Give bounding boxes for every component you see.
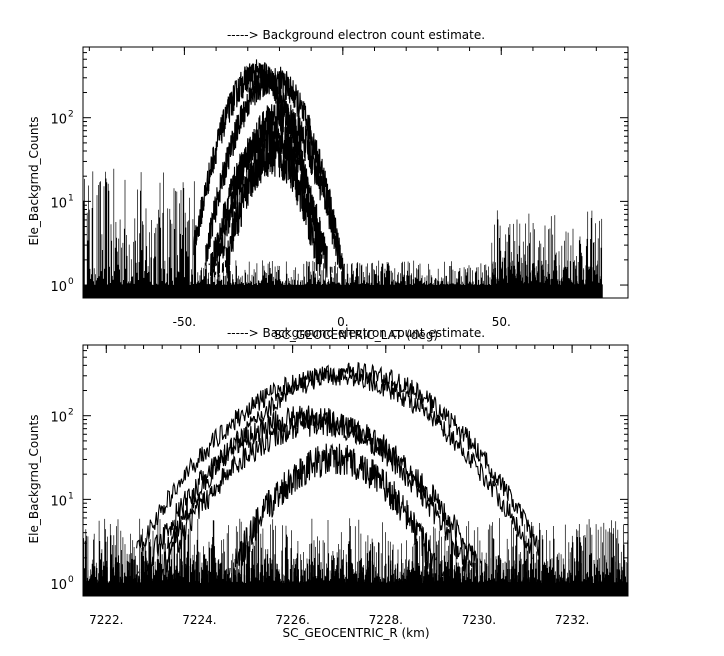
- x-tick-label: 7222.: [89, 613, 123, 627]
- series-line-4: [228, 443, 444, 577]
- x-tick-label: 7226.: [275, 613, 309, 627]
- plot-frame: [82, 344, 629, 597]
- noise-band-1: [83, 558, 628, 596]
- series-line-1: [205, 66, 341, 266]
- y-tick-label: 10: [50, 280, 67, 295]
- x-axis-ticks: 7222. 7224. 7226. 7228. 7230. 7232.: [87, 345, 629, 627]
- y-tick-label: 10: [50, 494, 67, 509]
- x-tick-label: -50.: [173, 315, 196, 329]
- x-axis-label: SC_GEOCENTRIC_R (km): [283, 626, 430, 640]
- x-axis-label: SC_GEOCENTRIC_LAT (deg): [274, 328, 438, 342]
- chart-panel-r: -----> Background electron count estimat…: [27, 326, 629, 640]
- noise-band-2: [199, 260, 603, 298]
- y-tick-exponent: 1: [68, 193, 74, 203]
- x-tick-label: 7232.: [555, 613, 589, 627]
- y-tick-label: 10: [50, 113, 67, 128]
- x-tick-label: 7230.: [462, 613, 496, 627]
- series-line-1: [136, 366, 533, 559]
- chart-title: -----> Background electron count estimat…: [227, 28, 485, 42]
- x-axis-ticks: -50. 0. 50.: [88, 47, 629, 329]
- x-tick-label: 50.: [492, 315, 511, 329]
- plot-frame: [82, 46, 629, 299]
- y-tick-exponent: 2: [68, 110, 74, 120]
- chart-panel-lat: -----> Background electron count estimat…: [27, 28, 629, 342]
- noise-band-0: [83, 168, 201, 298]
- y-tick-exponent: 0: [68, 575, 74, 585]
- y-tick-exponent: 2: [68, 408, 74, 418]
- x-tick-label: 7228.: [369, 613, 403, 627]
- y-axis-label: Ele_Backgrnd_Counts: [27, 117, 41, 246]
- x-tick-label: 7224.: [182, 613, 216, 627]
- y-tick-exponent: 0: [68, 277, 74, 287]
- plot-area-lat: [83, 59, 603, 298]
- chart-title: -----> Background electron count estimat…: [227, 326, 485, 340]
- y-axis-label: Ele_Backgrnd_Counts: [27, 415, 41, 544]
- y-tick-exponent: 1: [68, 491, 74, 501]
- y-tick-label: 10: [50, 196, 67, 211]
- series-line-3: [208, 118, 333, 278]
- series-line-0: [166, 361, 541, 556]
- y-tick-label: 10: [50, 411, 67, 426]
- plot-area-r: [83, 361, 628, 596]
- y-tick-label: 10: [50, 578, 67, 593]
- x-tick-label: 0.: [337, 315, 348, 329]
